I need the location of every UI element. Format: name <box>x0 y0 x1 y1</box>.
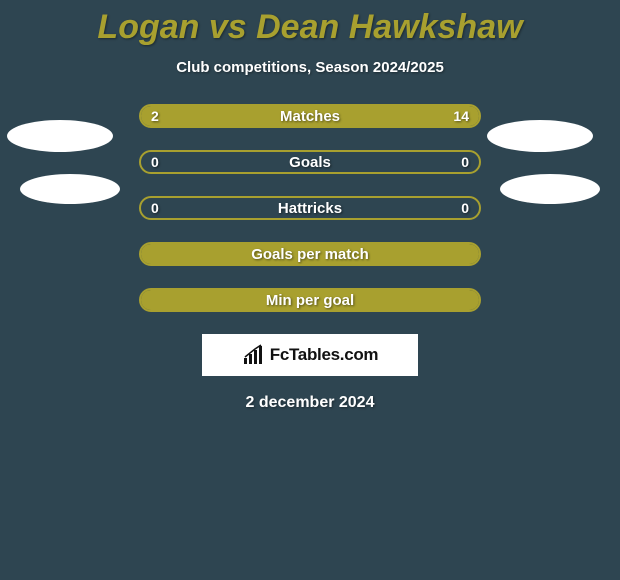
stat-value-left: 0 <box>151 198 159 218</box>
page-title: Logan vs Dean Hawkshaw <box>0 0 620 47</box>
attribution-badge: FcTables.com <box>202 334 418 376</box>
stat-value-right: 14 <box>453 106 469 126</box>
avatar <box>20 174 120 204</box>
stat-bar-track: Matches214 <box>139 104 481 128</box>
stat-label: Hattricks <box>141 198 479 218</box>
stat-label: Goals <box>141 152 479 172</box>
stat-row: Goals0 0 <box>0 150 620 174</box>
stat-value-right: 0 <box>461 198 469 218</box>
stat-bar-fill-left <box>141 290 479 310</box>
avatar <box>487 120 593 152</box>
stat-row: Goals per match <box>0 242 620 266</box>
stat-value-left: 0 <box>151 152 159 172</box>
stat-value-left: 2 <box>151 106 159 126</box>
avatar <box>7 120 113 152</box>
stat-bar-track: Goals per match <box>139 242 481 266</box>
avatar <box>500 174 600 204</box>
stat-row: Min per goal <box>0 288 620 312</box>
attribution-text: FcTables.com <box>270 345 379 365</box>
stat-bar-track: Goals0 0 <box>139 150 481 174</box>
subtitle: Club competitions, Season 2024/2025 <box>0 59 620 76</box>
stat-value-right: 0 <box>461 152 469 172</box>
chart-icon <box>242 344 266 366</box>
stat-bar-fill-left <box>141 106 183 126</box>
date-text: 2 december 2024 <box>0 394 620 412</box>
stat-bar-fill-left <box>141 244 479 264</box>
stat-bar-track: Min per goal <box>139 288 481 312</box>
stat-bar-track: Hattricks0 0 <box>139 196 481 220</box>
stat-bar-fill-right <box>183 106 479 126</box>
